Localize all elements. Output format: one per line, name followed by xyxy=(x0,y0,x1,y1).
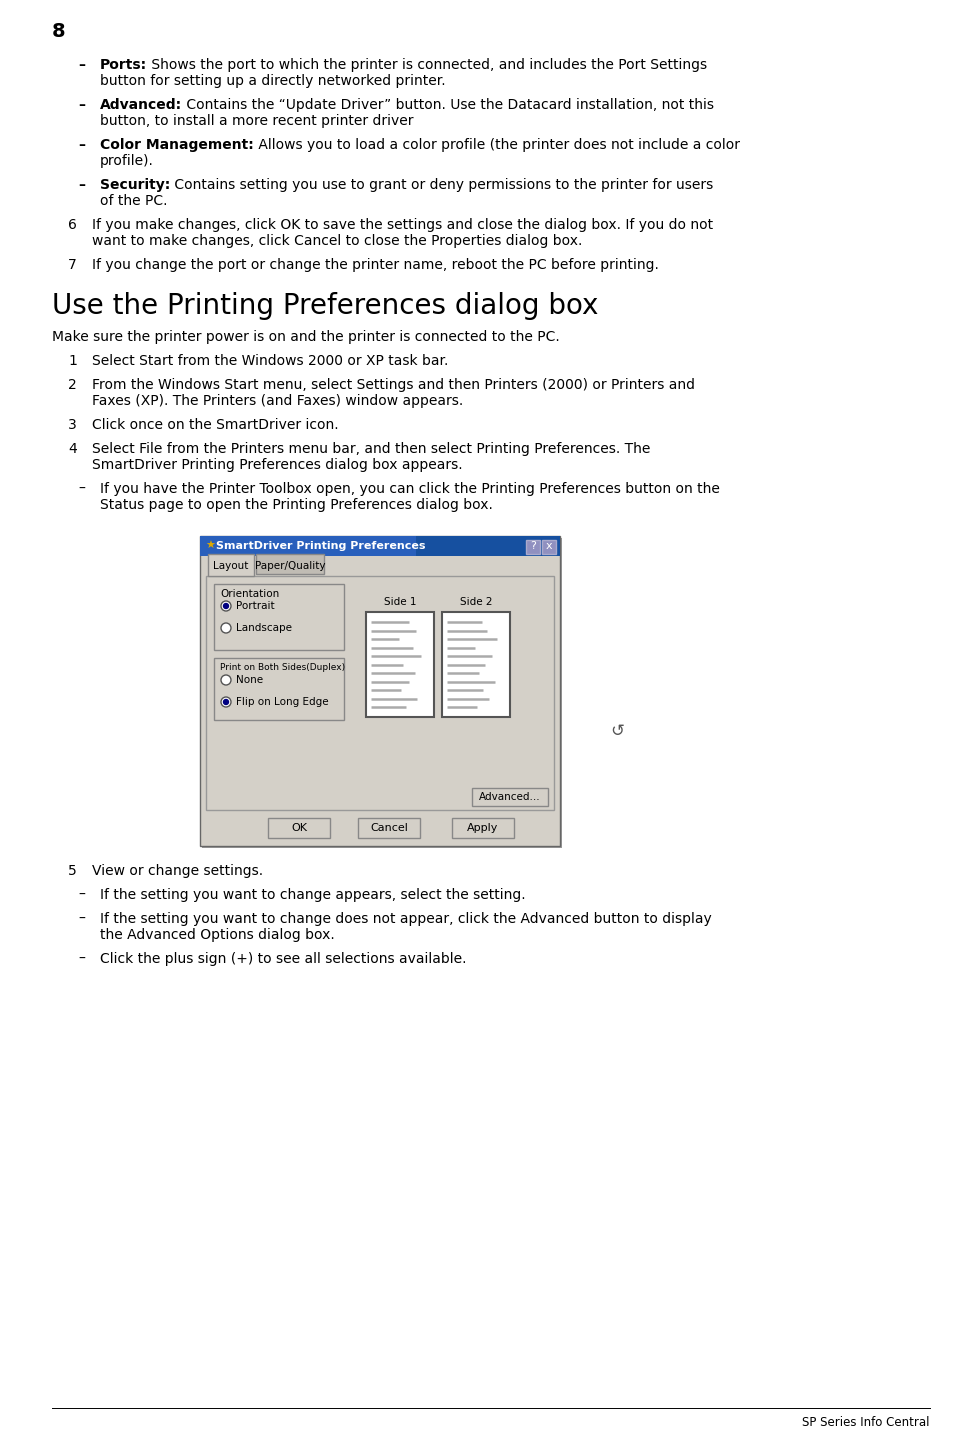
Text: Side 1: Side 1 xyxy=(384,597,416,607)
FancyBboxPatch shape xyxy=(214,584,344,650)
Text: If the setting you want to change does not appear, click the Advanced button to : If the setting you want to change does n… xyxy=(100,912,712,926)
Text: Ports:: Ports: xyxy=(100,59,147,72)
Text: Click the plus sign (+) to see all selections available.: Click the plus sign (+) to see all selec… xyxy=(100,952,467,966)
Text: of the PC.: of the PC. xyxy=(100,195,168,207)
Text: 7: 7 xyxy=(68,258,77,272)
Text: If you change the port or change the printer name, reboot the PC before printing: If you change the port or change the pri… xyxy=(92,258,658,272)
Text: the Advanced Options dialog box.: the Advanced Options dialog box. xyxy=(100,927,335,942)
Text: Status page to open the Printing Preferences dialog box.: Status page to open the Printing Prefere… xyxy=(100,498,493,512)
Text: button, to install a more recent printer driver: button, to install a more recent printer… xyxy=(100,114,414,127)
Text: Orientation: Orientation xyxy=(220,590,280,600)
Text: SP Series Info Central: SP Series Info Central xyxy=(803,1417,930,1430)
Text: 2: 2 xyxy=(68,378,77,392)
Text: –: – xyxy=(78,952,85,966)
Text: 1: 1 xyxy=(68,353,77,368)
Text: 5: 5 xyxy=(68,864,77,879)
Circle shape xyxy=(223,604,229,608)
FancyBboxPatch shape xyxy=(452,819,514,839)
FancyBboxPatch shape xyxy=(202,538,562,849)
Text: Side 2: Side 2 xyxy=(460,597,492,607)
Text: profile).: profile). xyxy=(100,155,154,167)
Text: SmartDriver Printing Preferences dialog box appears.: SmartDriver Printing Preferences dialog … xyxy=(92,458,463,472)
Text: None: None xyxy=(236,675,263,685)
Text: Flip on Long Edge: Flip on Long Edge xyxy=(236,697,328,707)
Circle shape xyxy=(221,675,231,685)
Circle shape xyxy=(223,700,229,704)
Text: –: – xyxy=(78,97,85,112)
FancyBboxPatch shape xyxy=(526,539,540,554)
Text: button for setting up a directly networked printer.: button for setting up a directly network… xyxy=(100,74,446,87)
FancyBboxPatch shape xyxy=(200,537,416,557)
Text: –: – xyxy=(78,912,85,926)
Text: Landscape: Landscape xyxy=(236,622,292,633)
FancyBboxPatch shape xyxy=(442,612,510,717)
Text: If you have the Printer Toolbox open, you can click the Printing Preferences but: If you have the Printer Toolbox open, yo… xyxy=(100,482,720,497)
Text: ?: ? xyxy=(530,541,536,551)
Text: Advanced:: Advanced: xyxy=(100,97,182,112)
Text: x: x xyxy=(545,541,552,551)
Text: Cancel: Cancel xyxy=(370,823,408,833)
FancyBboxPatch shape xyxy=(472,788,548,806)
Circle shape xyxy=(221,697,231,707)
Text: Color Management:: Color Management: xyxy=(100,137,254,152)
Text: Click once on the SmartDriver icon.: Click once on the SmartDriver icon. xyxy=(92,418,339,432)
Text: From the Windows Start menu, select Settings and then Printers (2000) or Printer: From the Windows Start menu, select Sett… xyxy=(92,378,695,392)
Text: Paper/Quality: Paper/Quality xyxy=(255,561,325,571)
Text: Apply: Apply xyxy=(468,823,499,833)
Text: –: – xyxy=(78,889,85,902)
Text: Contains setting you use to grant or deny permissions to the printer for users: Contains setting you use to grant or den… xyxy=(170,177,714,192)
Text: Use the Printing Preferences dialog box: Use the Printing Preferences dialog box xyxy=(52,292,598,321)
FancyBboxPatch shape xyxy=(268,819,330,839)
FancyBboxPatch shape xyxy=(214,658,344,720)
Text: 4: 4 xyxy=(68,442,77,456)
FancyBboxPatch shape xyxy=(366,612,434,717)
Text: Portrait: Portrait xyxy=(236,601,275,611)
Text: –: – xyxy=(78,59,85,72)
Text: If you make changes, click OK to save the settings and close the dialog box. If : If you make changes, click OK to save th… xyxy=(92,218,713,232)
Text: Print on Both Sides(Duplex): Print on Both Sides(Duplex) xyxy=(220,663,345,673)
Text: Select Start from the Windows 2000 or XP task bar.: Select Start from the Windows 2000 or XP… xyxy=(92,353,448,368)
Text: View or change settings.: View or change settings. xyxy=(92,864,263,879)
Text: SmartDriver Printing Preferences: SmartDriver Printing Preferences xyxy=(216,541,426,551)
FancyBboxPatch shape xyxy=(200,537,560,846)
Text: –: – xyxy=(78,137,85,152)
Text: 3: 3 xyxy=(68,418,77,432)
Text: Shows the port to which the printer is connected, and includes the Port Settings: Shows the port to which the printer is c… xyxy=(147,59,707,72)
Text: 6: 6 xyxy=(68,218,77,232)
Text: –: – xyxy=(78,482,85,497)
Text: Contains the “Update Driver” button. Use the Datacard installation, not this: Contains the “Update Driver” button. Use… xyxy=(182,97,714,112)
FancyBboxPatch shape xyxy=(200,537,560,557)
Text: ★: ★ xyxy=(205,541,215,551)
FancyBboxPatch shape xyxy=(256,554,324,574)
Text: Allows you to load a color profile (the printer does not include a color: Allows you to load a color profile (the … xyxy=(254,137,739,152)
FancyBboxPatch shape xyxy=(206,577,554,810)
Text: want to make changes, click Cancel to close the Properties dialog box.: want to make changes, click Cancel to cl… xyxy=(92,235,582,248)
Text: Make sure the printer power is on and the printer is connected to the PC.: Make sure the printer power is on and th… xyxy=(52,331,560,343)
Text: Select File from the Printers menu bar, and then select Printing Preferences. Th: Select File from the Printers menu bar, … xyxy=(92,442,651,456)
Text: OK: OK xyxy=(291,823,307,833)
Text: ↺: ↺ xyxy=(610,723,624,740)
Text: Faxes (XP). The Printers (and Faxes) window appears.: Faxes (XP). The Printers (and Faxes) win… xyxy=(92,394,464,408)
FancyBboxPatch shape xyxy=(358,819,420,839)
FancyBboxPatch shape xyxy=(208,554,254,577)
Text: If the setting you want to change appears, select the setting.: If the setting you want to change appear… xyxy=(100,889,526,902)
Text: Security:: Security: xyxy=(100,177,170,192)
Circle shape xyxy=(221,622,231,633)
Text: 8: 8 xyxy=(52,21,65,41)
Circle shape xyxy=(221,601,231,611)
FancyBboxPatch shape xyxy=(542,539,556,554)
Text: Advanced...: Advanced... xyxy=(479,791,541,801)
Text: Layout: Layout xyxy=(213,561,248,571)
Text: –: – xyxy=(78,177,85,192)
